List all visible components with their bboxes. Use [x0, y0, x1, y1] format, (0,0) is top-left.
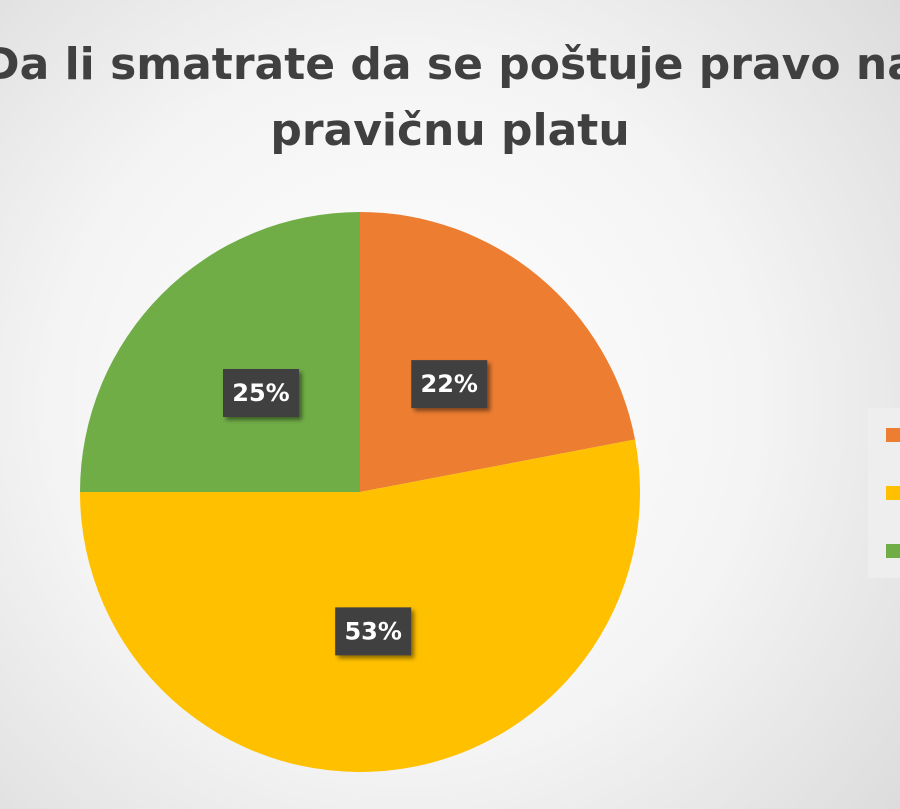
pie-slice	[80, 439, 640, 772]
data-label: 53%	[344, 617, 401, 645]
data-label-box	[411, 360, 488, 409]
chart-title: Da li smatrate da se poštuje pravo na pr…	[0, 39, 900, 156]
pie-slice	[80, 212, 360, 492]
pie-slice	[360, 212, 636, 492]
data-label: 22%	[421, 370, 478, 398]
legend-swatch	[886, 428, 900, 442]
legend-swatch	[886, 486, 900, 500]
legend-swatch	[886, 544, 900, 558]
data-label-box	[335, 607, 412, 656]
data-label: 25%	[232, 379, 289, 407]
data-label-box	[223, 369, 300, 418]
